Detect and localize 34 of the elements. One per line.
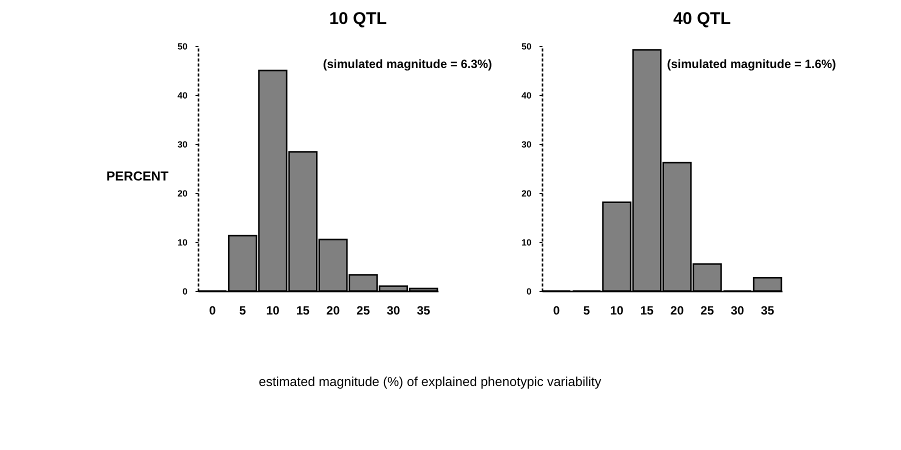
y-tick-label: 30 [177, 140, 188, 150]
x-tick-label: 10 [610, 304, 624, 318]
y-tick-label: 50 [521, 42, 532, 52]
x-tick-label: 35 [760, 304, 775, 318]
x-tick-label: 10 [266, 304, 280, 318]
x-axis-title: estimated magnitude (%) of explained phenotypic variability [258, 374, 602, 389]
y-tick-label: 0 [182, 286, 188, 296]
x-tick-label: 25 [356, 304, 370, 318]
y-axis-title: PERCENT [106, 168, 169, 184]
x-tick-label: 15 [640, 304, 654, 318]
x-tick-label: 5 [239, 304, 246, 318]
y-tick-label: 10 [521, 238, 532, 248]
x-tick-label: 20 [326, 304, 340, 318]
x-tick-label: 35 [416, 304, 431, 318]
x-tick-label: 25 [700, 304, 714, 318]
x-tick-label: 30 [386, 304, 400, 318]
x-tick-label: 5 [583, 304, 590, 318]
annotation: (simulated magnitude = 6.3%) [323, 57, 492, 71]
y-tick-label: 0 [526, 286, 532, 296]
x-tick-label: 20 [670, 304, 684, 318]
annotation: (simulated magnitude = 1.6%) [667, 57, 836, 71]
y-tick-label: 50 [177, 42, 188, 52]
y-tick-label: 40 [521, 90, 532, 100]
y-tick-label: 40 [177, 90, 188, 100]
chart-title: 40 QTL [673, 9, 731, 28]
x-tick-label: 0 [209, 304, 216, 318]
x-tick-label: 30 [730, 304, 744, 318]
y-tick-label: 20 [177, 188, 188, 198]
y-tick-label: 10 [177, 238, 188, 248]
y-tick-label: 20 [521, 188, 532, 198]
chart-title: 10 QTL [329, 9, 387, 28]
x-tick-label: 0 [553, 304, 560, 318]
x-tick-label: 15 [296, 304, 310, 318]
y-tick-label: 30 [521, 140, 532, 150]
